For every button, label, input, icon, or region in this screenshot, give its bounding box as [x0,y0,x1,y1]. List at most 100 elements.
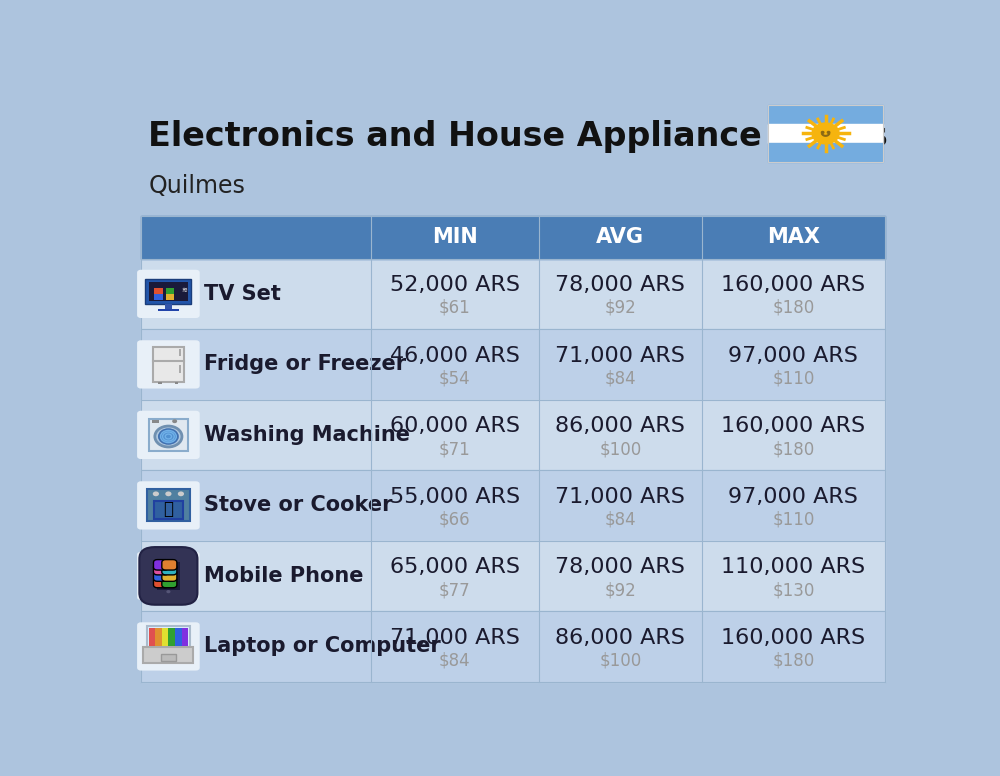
Text: $61: $61 [439,299,471,317]
Text: Fridge or Freezer: Fridge or Freezer [204,355,406,374]
Text: 86,000 ARS: 86,000 ARS [555,628,685,648]
FancyBboxPatch shape [153,559,169,570]
Bar [140,258,885,329]
Bar [158,382,162,383]
Text: Laptop or Computer: Laptop or Computer [204,636,441,656]
Text: 78,000 ARS: 78,000 ARS [555,557,685,577]
Bar [155,628,162,646]
Bar [168,628,175,646]
Text: $77: $77 [439,581,471,599]
Text: 78,000 ARS: 78,000 ARS [555,275,685,296]
Circle shape [165,491,172,496]
Circle shape [155,426,182,447]
Text: $100: $100 [599,652,642,670]
Bar [149,419,188,451]
Bar [768,105,883,124]
Bar [165,303,172,309]
Text: $71: $71 [439,440,471,458]
Bar [768,124,883,143]
Bar [140,329,885,400]
Text: 46,000 ARS: 46,000 ARS [390,346,520,366]
Bar [162,628,168,646]
FancyBboxPatch shape [162,577,177,587]
Text: Mobile Phone: Mobile Phone [204,566,364,586]
Bar [182,628,188,646]
Bar [143,647,193,663]
Text: 60,000 ARS: 60,000 ARS [390,417,520,436]
Bar [175,382,178,383]
FancyBboxPatch shape [137,411,200,459]
Bar [157,563,180,590]
Circle shape [172,419,177,423]
Bar [140,400,885,470]
Text: 160,000 ARS: 160,000 ARS [721,628,865,648]
Text: 97,000 ARS: 97,000 ARS [728,346,858,366]
Bar [179,349,181,355]
FancyBboxPatch shape [139,547,197,605]
Bar [140,216,885,258]
Text: 🔥: 🔥 [163,501,173,518]
Circle shape [812,123,839,144]
Text: $84: $84 [439,652,471,670]
Text: $100: $100 [599,440,642,458]
FancyBboxPatch shape [137,270,200,318]
Text: $110: $110 [772,369,815,387]
FancyBboxPatch shape [162,564,177,575]
Bar [154,288,163,293]
Bar [140,541,885,611]
Bar [153,347,184,382]
Bar [152,420,159,423]
Text: $180: $180 [772,299,814,317]
Text: AVG: AVG [596,227,644,247]
Bar [147,490,190,521]
Text: 110,000 ARS: 110,000 ARS [721,557,865,577]
Text: MAX: MAX [767,227,820,247]
Text: 71,000 ARS: 71,000 ARS [555,346,685,366]
Bar [768,143,883,162]
Text: 160,000 ARS: 160,000 ARS [721,417,865,436]
Circle shape [817,126,834,140]
Bar [149,628,155,646]
Text: 71,000 ARS: 71,000 ARS [555,487,685,507]
Circle shape [159,429,178,444]
Circle shape [153,491,159,496]
Bar [768,105,883,162]
FancyBboxPatch shape [153,571,169,581]
FancyBboxPatch shape [137,552,200,600]
Text: Quilmes: Quilmes [148,174,245,198]
Text: ≋: ≋ [181,288,187,293]
Text: 160,000 ARS: 160,000 ARS [721,275,865,296]
FancyBboxPatch shape [137,622,200,670]
Text: $92: $92 [605,299,636,317]
Bar [179,365,181,373]
Bar [175,628,182,646]
Text: 71,000 ARS: 71,000 ARS [390,628,520,648]
Circle shape [166,590,170,594]
Text: $66: $66 [439,511,471,528]
FancyBboxPatch shape [153,577,169,587]
Text: $180: $180 [772,652,814,670]
Text: 65,000 ARS: 65,000 ARS [390,557,520,577]
FancyBboxPatch shape [162,559,177,570]
FancyBboxPatch shape [137,340,200,389]
Text: $92: $92 [605,581,636,599]
Circle shape [178,491,184,496]
Bar [166,288,174,293]
FancyBboxPatch shape [153,564,169,575]
Bar [140,470,885,541]
Bar [154,294,163,300]
Bar [154,501,183,519]
Bar [161,653,176,661]
Text: 52,000 ARS: 52,000 ARS [390,275,520,296]
Text: 55,000 ARS: 55,000 ARS [390,487,520,507]
Text: $130: $130 [772,581,815,599]
Bar [149,628,188,646]
Text: Stove or Cooker: Stove or Cooker [204,495,393,515]
FancyBboxPatch shape [162,571,177,581]
Bar [145,279,191,303]
Text: $84: $84 [605,369,636,387]
Circle shape [827,131,830,133]
Text: MIN: MIN [432,227,478,247]
Bar [149,282,188,301]
Bar [158,309,179,310]
